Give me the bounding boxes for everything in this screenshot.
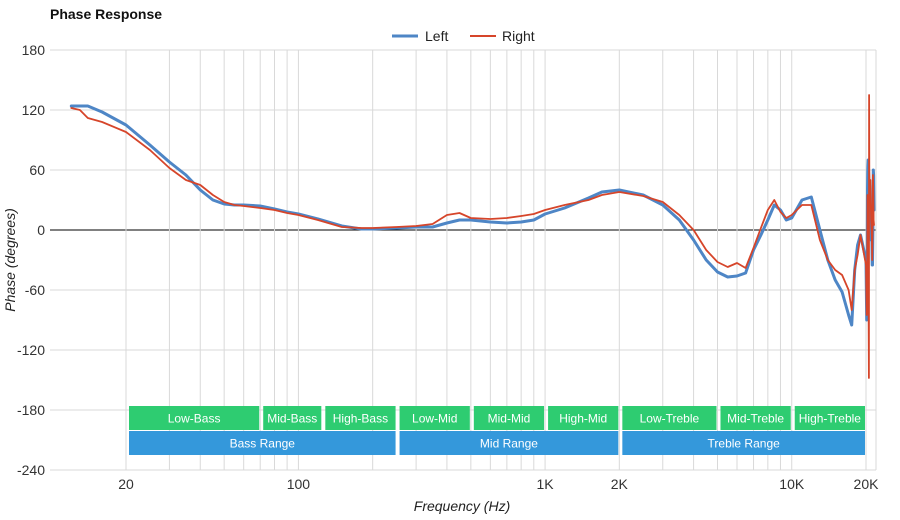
y-axis-title: Phase (degrees)	[2, 208, 18, 312]
band-label: Mid-Mid	[488, 412, 531, 426]
y-tick-label: -180	[17, 402, 45, 418]
x-tick-label: 2K	[611, 476, 629, 492]
band-box	[473, 406, 545, 430]
y-tick-label: -240	[17, 462, 45, 478]
x-axis-title: Frequency (Hz)	[414, 498, 510, 514]
band-box	[720, 406, 791, 430]
y-tick-label: 180	[22, 42, 46, 58]
series-line-right	[70, 94, 875, 379]
band-box	[129, 406, 260, 430]
band-box	[399, 431, 619, 455]
grid	[50, 49, 877, 471]
x-tick-label: 1K	[537, 476, 555, 492]
band-label: Mid-Bass	[267, 412, 317, 426]
band-label: Low-Treble	[640, 412, 700, 426]
band-box	[622, 406, 717, 430]
band-box	[325, 406, 396, 430]
band-label: Treble Range	[708, 437, 781, 451]
legend-label-right: Right	[502, 28, 535, 44]
y-tick-label: -60	[25, 282, 45, 298]
chart-title: Phase Response	[50, 6, 162, 22]
series-line-left	[69, 104, 876, 327]
band-label: Bass Range	[230, 437, 296, 451]
band-label: Low-Mid	[412, 412, 457, 426]
x-tick-label: 20	[118, 476, 134, 492]
y-tick-label: 0	[37, 222, 45, 238]
band-box	[129, 431, 396, 455]
y-tick-label: -120	[17, 342, 45, 358]
frequency-bands: Low-Bass Mid-Bass High-Bass Low-Mid Mid-Mid H…	[129, 406, 865, 455]
band-box	[548, 406, 619, 430]
band-label: High-Bass	[333, 412, 388, 426]
series-lines	[69, 94, 876, 379]
legend-label-left: Left	[425, 28, 448, 44]
band-label: High-Mid	[559, 412, 607, 426]
y-tick-label: 120	[22, 102, 46, 118]
band-box	[263, 406, 322, 430]
x-tick-label: 100	[287, 476, 311, 492]
y-axis-ticks: 180 120 60 0 -60 -120 -180 -240	[17, 42, 45, 478]
band-label: High-Treble	[799, 412, 862, 426]
band-box	[794, 406, 865, 430]
x-tick-label: 20K	[854, 476, 880, 492]
legend: Left Right	[392, 28, 535, 44]
band-box	[622, 431, 865, 455]
band-label: Low-Bass	[168, 412, 221, 426]
x-tick-label: 10K	[779, 476, 805, 492]
y-tick-label: 60	[29, 162, 45, 178]
band-label: Mid-Treble	[727, 412, 784, 426]
x-axis-ticks: 20 100 1K 2K 10K 20K	[118, 476, 879, 492]
band-box	[399, 406, 470, 430]
band-label: Mid Range	[480, 437, 538, 451]
